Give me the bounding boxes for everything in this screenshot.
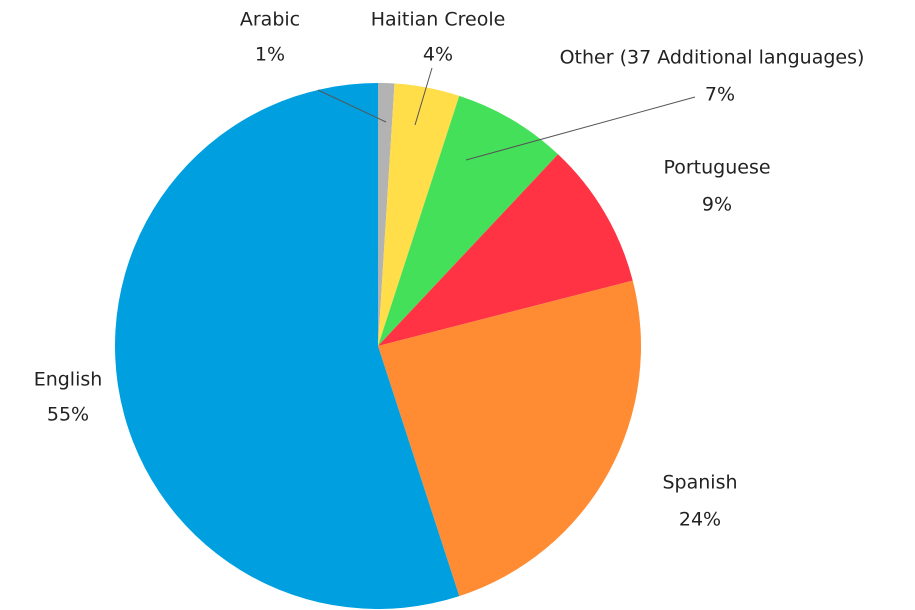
slice-label: Arabic bbox=[240, 9, 300, 31]
slice-value-label: 24% bbox=[679, 509, 721, 531]
slice-value-label: 1% bbox=[255, 44, 285, 66]
slice-value-label: 4% bbox=[423, 44, 453, 66]
slice-value-label: 9% bbox=[702, 194, 732, 216]
leader-line bbox=[465, 96, 696, 161]
slice-value-label: 7% bbox=[705, 84, 735, 106]
slice-label: Spanish bbox=[662, 472, 737, 494]
pie-slice bbox=[378, 83, 460, 346]
slice-label: Other (37 Additional languages) bbox=[560, 47, 865, 69]
leader-line bbox=[317, 89, 387, 123]
slice-value-label: 55% bbox=[47, 404, 89, 426]
pie-slice bbox=[115, 83, 460, 609]
slice-label: Portuguese bbox=[663, 157, 770, 179]
leader-line bbox=[414, 67, 433, 126]
pie-slice bbox=[378, 280, 641, 597]
pie-slice bbox=[378, 95, 559, 347]
pie-slice bbox=[378, 154, 633, 346]
pie-slice bbox=[378, 83, 395, 346]
slice-label: Haitian Creole bbox=[371, 9, 506, 31]
slice-label: English bbox=[34, 369, 103, 391]
